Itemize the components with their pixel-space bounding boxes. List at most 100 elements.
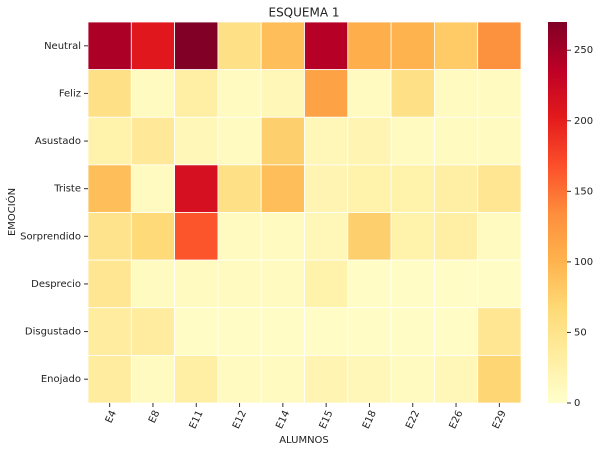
heatmap-cell xyxy=(347,354,392,404)
heatmap-cell xyxy=(174,354,219,404)
y-axis-label: EMOCIÓN xyxy=(5,188,18,236)
heatmap-cell xyxy=(130,21,176,71)
x-tick-label: E22 xyxy=(404,409,422,431)
heatmap-cell xyxy=(304,164,349,213)
heatmap-cell xyxy=(477,164,522,213)
x-tick-label: E18 xyxy=(361,409,379,431)
heatmap-cell xyxy=(217,116,262,166)
y-tick-label: Enojado xyxy=(41,374,81,385)
heatmap-cell xyxy=(347,259,392,309)
y-tick-label: Asustado xyxy=(35,136,81,147)
heatmap-cell xyxy=(390,354,435,404)
heatmap-cell xyxy=(433,21,479,71)
heatmap-cell xyxy=(433,116,479,166)
heatmap-cell xyxy=(304,354,349,404)
heatmap-cell xyxy=(130,116,176,166)
heatmap-cell xyxy=(477,212,522,261)
x-tick-label: E4 xyxy=(104,409,119,425)
heatmap-cell xyxy=(390,307,435,356)
heatmap-cell xyxy=(174,69,219,118)
heatmap-cell xyxy=(304,212,349,261)
x-tick-label: E26 xyxy=(447,409,465,431)
heatmap-cell xyxy=(433,307,479,356)
colorbar xyxy=(548,22,567,403)
heatmap-cell xyxy=(433,164,479,213)
heatmap-cell xyxy=(217,21,262,71)
heatmap-cell xyxy=(174,259,219,309)
heatmap-cell xyxy=(130,69,176,118)
heatmap-cell xyxy=(174,212,219,261)
x-tick-label: E8 xyxy=(147,409,162,425)
heatmap-cell xyxy=(304,307,349,356)
x-tick-label: E15 xyxy=(318,409,336,431)
heatmap-cell xyxy=(260,69,305,118)
heatmap-cell xyxy=(260,116,305,166)
heatmap-cell xyxy=(217,259,262,309)
heatmap-cell xyxy=(304,69,349,118)
heatmap-cell xyxy=(87,69,132,118)
y-tick-label: Neutral xyxy=(44,41,81,52)
x-tick-label: E12 xyxy=(231,409,249,431)
heatmap-cell xyxy=(87,164,132,213)
heatmap-cell xyxy=(477,21,522,71)
heatmap-cell xyxy=(130,307,176,356)
heatmap-cell xyxy=(477,307,522,356)
heatmap-cell xyxy=(390,69,435,118)
heatmap-cell xyxy=(390,21,435,71)
colorbar-tick-label: 0 xyxy=(574,398,580,409)
heatmap-cell xyxy=(347,69,392,118)
heatmap-cell xyxy=(260,307,305,356)
heatmap-cell xyxy=(260,164,305,213)
y-tick-label: Sorprendido xyxy=(20,231,81,242)
colorbar-tick-label: 100 xyxy=(574,257,593,268)
heatmap-cell xyxy=(130,164,176,213)
colorbar-tick-label: 250 xyxy=(574,45,593,56)
x-tick-label: E14 xyxy=(274,409,292,431)
y-tick-label: Triste xyxy=(53,184,81,195)
heatmap-cell xyxy=(347,164,392,213)
heatmap-cell xyxy=(390,259,435,309)
y-tick-label: Disgustado xyxy=(25,327,81,338)
heatmap-cell xyxy=(347,307,392,356)
heatmap-cell xyxy=(433,259,479,309)
heatmap-cell xyxy=(260,21,305,71)
heatmap-cell xyxy=(87,259,132,309)
heatmap-cell xyxy=(87,21,132,71)
heatmap-cell xyxy=(260,354,305,404)
heatmap-cell xyxy=(477,354,522,404)
heatmap-cell xyxy=(260,212,305,261)
y-tick-label: Feliz xyxy=(59,88,81,99)
heatmap-cell xyxy=(174,307,219,356)
x-tick-label: E11 xyxy=(188,409,206,431)
heatmap-cell xyxy=(130,259,176,309)
heatmap-cell xyxy=(477,259,522,309)
heatmap-cell xyxy=(260,259,305,309)
heatmap-cell xyxy=(87,116,132,166)
colorbar-tick-label: 150 xyxy=(574,186,593,197)
heatmap-cell xyxy=(87,354,132,404)
heatmap-cell xyxy=(304,116,349,166)
heatmap-cell xyxy=(390,116,435,166)
heatmap-cell xyxy=(217,69,262,118)
heatmap-cell xyxy=(130,354,176,404)
heatmap-cell xyxy=(347,21,392,71)
heatmap-cell xyxy=(217,307,262,356)
heatmap-cell xyxy=(174,164,219,213)
heatmap-cell xyxy=(217,164,262,213)
heatmap-cell xyxy=(347,116,392,166)
heatmap-cell xyxy=(304,259,349,309)
heatmap-cell xyxy=(433,69,479,118)
heatmap-cell xyxy=(87,212,132,261)
y-tick-label: Desprecio xyxy=(31,279,81,290)
heatmap-cell xyxy=(304,21,349,71)
heatmap-cell xyxy=(390,164,435,213)
heatmap-cell xyxy=(174,116,219,166)
heatmap-cell xyxy=(347,212,392,261)
heatmap-cell xyxy=(87,307,132,356)
heatmap-cell xyxy=(217,212,262,261)
heatmap-cell xyxy=(217,354,262,404)
heatmap-cell xyxy=(174,21,219,71)
heatmap-cell xyxy=(433,354,479,404)
heatmap-cell xyxy=(390,212,435,261)
